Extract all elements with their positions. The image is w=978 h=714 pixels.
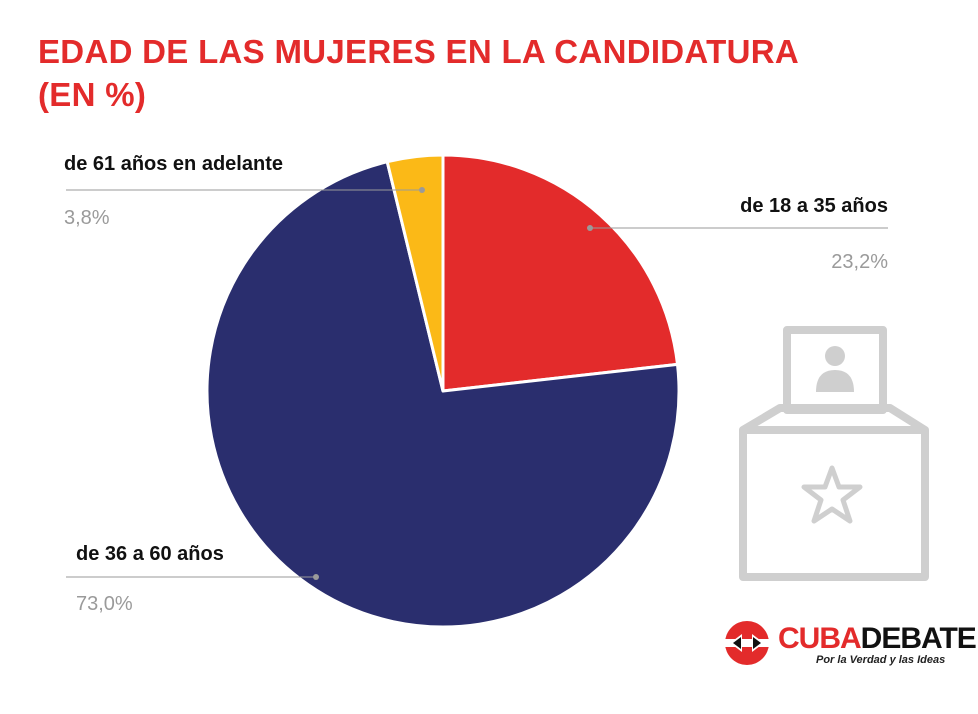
pie-slice-1	[441, 153, 679, 393]
cubadebate-logo-icon	[724, 621, 770, 665]
logo-wordmark-cuba: CUBA	[778, 622, 862, 655]
leader-dot-1	[587, 225, 593, 231]
logo-wordmark-debate: DEBATE	[860, 622, 977, 655]
logo-tagline: Por la Verdad y las Ideas	[816, 654, 946, 666]
chart-title: EDAD DE LAS MUJERES EN LA CANDIDATURA (E…	[38, 30, 799, 116]
logo-wordmark: CUBADEBATE	[778, 622, 977, 656]
slice-label-1: de 18 a 35 años	[740, 195, 888, 217]
slice-label-2: de 36 a 60 años	[76, 543, 224, 565]
star-icon	[801, 465, 863, 524]
pie-slices	[205, 153, 681, 629]
ballot-box-icon	[739, 326, 929, 581]
pie-slice-3	[385, 153, 445, 393]
leader-dot-3	[419, 187, 425, 193]
label-leader-lines	[66, 187, 888, 580]
chart-title-line-2: (EN %)	[38, 76, 147, 113]
slice-label-3: de 61 años en adelante	[64, 153, 283, 175]
slice-value-1: 23,2%	[831, 251, 888, 273]
slice-value-2: 73,0%	[76, 593, 133, 615]
slice-labels: de 18 a 35 años 23,2% de 36 a 60 años 73,0%…	[64, 153, 888, 615]
chart-title-line-1: EDAD DE LAS MUJERES EN LA CANDIDATURA	[38, 33, 799, 70]
cubadebate-logo: CUBADEBATE Por la Verdad y las Ideas	[724, 620, 977, 672]
pie-slice-2	[205, 160, 681, 629]
leader-dot-2	[313, 574, 319, 580]
slice-value-3: 3,8%	[64, 207, 110, 229]
